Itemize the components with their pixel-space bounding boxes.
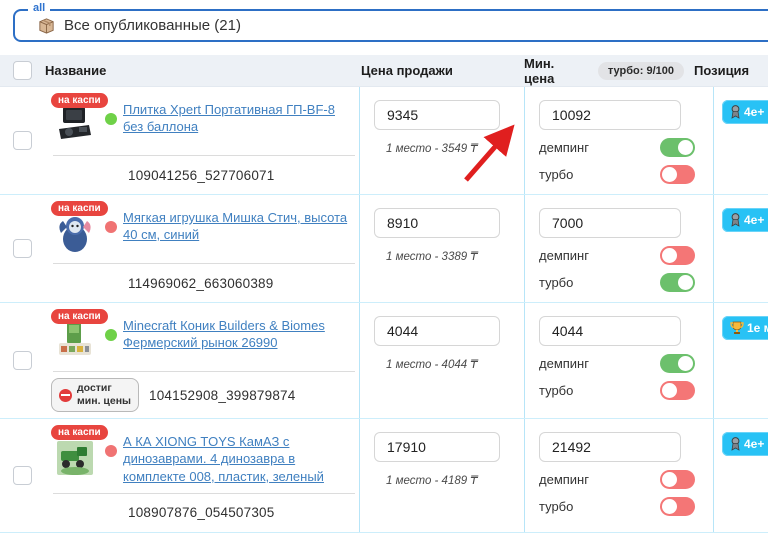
product-sku: 108907876_054507305: [128, 505, 275, 521]
availability-dot: [105, 221, 117, 233]
medal-icon: [731, 105, 740, 119]
damping-label: демпинг: [539, 140, 589, 155]
products-table: Название Цена продажи Мин. цена турбо: 9…: [0, 55, 768, 533]
sale-price-input[interactable]: [374, 316, 500, 346]
product-image: [59, 323, 91, 355]
turbo-label: турбо: [539, 383, 574, 398]
position-badge-label: 4е+ место: [744, 437, 768, 452]
medal-icon: [731, 213, 740, 227]
reached-line2: мин. цены: [77, 395, 132, 408]
table-row: на каспи Мягкая игрушка Мишка Стич, высо…: [0, 195, 768, 303]
sale-price-input[interactable]: [374, 432, 500, 463]
availability-dot: [105, 329, 117, 341]
filter-tag-label: all: [28, 2, 51, 14]
row-checkbox[interactable]: [13, 239, 32, 258]
product-link[interactable]: Плитка Xpert Портативная ГП-BF-8 без бал…: [123, 102, 335, 135]
first-place-price-hint: 1 место - 4044 ₸: [386, 359, 478, 371]
filter-selected-value: Все опубликованные (21): [64, 17, 241, 34]
row-checkbox[interactable]: [13, 465, 32, 485]
sale-price-input[interactable]: [374, 100, 500, 130]
damping-toggle[interactable]: [660, 138, 695, 157]
damping-label: демпинг: [539, 248, 589, 263]
min-price-input[interactable]: [539, 100, 681, 130]
turbo-quota-badge: турбо: 9/100: [597, 61, 684, 80]
product-link[interactable]: А КА XIONG TOYS КамАЗ с динозаврами. 4 д…: [123, 434, 324, 484]
position-badge: 1е место: [722, 316, 768, 340]
turbo-label: турбо: [539, 275, 574, 290]
on-kaspi-badge: на каспи: [51, 425, 108, 441]
product-image: [59, 107, 91, 139]
product-link[interactable]: Minecraft Коник Builders & Biomes Фермер…: [123, 318, 325, 351]
column-header-sale-price: Цена продажи: [361, 63, 453, 78]
position-badge: 4е+ место: [722, 100, 768, 124]
column-header-name: Название: [45, 63, 107, 78]
position-badge-label: 1е место: [747, 321, 768, 335]
availability-dot: [105, 113, 117, 125]
position-badge-label: 4е+ место: [744, 105, 768, 119]
damping-toggle[interactable]: [660, 354, 695, 373]
min-price-input[interactable]: [539, 316, 681, 346]
damping-label: демпинг: [539, 356, 589, 371]
turbo-toggle[interactable]: [660, 497, 695, 517]
table-header-row: Название Цена продажи Мин. цена турбо: 9…: [0, 55, 768, 87]
product-image: [57, 441, 93, 476]
on-kaspi-badge: на каспи: [51, 93, 108, 108]
column-header-min-price: Мин. цена турбо: 9/100: [511, 56, 684, 86]
damping-toggle[interactable]: [660, 246, 695, 265]
published-filter-select[interactable]: all Все опубликованные (21): [13, 2, 768, 42]
table-row: на каспи А КА XIONG TOYS КамАЗ с динозав…: [0, 419, 768, 533]
availability-dot: [105, 445, 117, 458]
product-link[interactable]: Мягкая игрушка Мишка Стич, высота 40 см,…: [123, 210, 348, 243]
turbo-label: турбо: [539, 499, 574, 515]
position-badge-label: 4е+ место: [744, 213, 768, 227]
product-sku: 114969062_663060389: [128, 275, 274, 291]
min-price-reached-badge: достиг мин. цены: [51, 378, 140, 413]
turbo-toggle[interactable]: [660, 165, 695, 184]
first-place-price-hint: 1 место - 3389 ₸: [386, 251, 478, 263]
select-all-checkbox[interactable]: [13, 61, 32, 80]
package-icon: [39, 18, 54, 34]
table-row: на каспи Minecraft Коник Builders & Biom…: [0, 303, 768, 420]
first-place-price-hint: 1 место - 4189 ₸: [386, 475, 478, 488]
position-badge: 4е+ место: [722, 432, 768, 457]
on-kaspi-badge: на каспи: [51, 309, 108, 324]
product-sku: 104152908_399879874: [149, 387, 296, 403]
min-price-input[interactable]: [539, 208, 681, 238]
column-header-position: Позиция: [694, 63, 750, 78]
turbo-label: турбо: [539, 167, 574, 182]
trophy-icon: [730, 321, 744, 334]
turbo-toggle[interactable]: [660, 273, 695, 292]
turbo-toggle[interactable]: [660, 381, 695, 400]
table-row: на каспи Плитка Xpert Портативная ГП-BF-…: [0, 87, 768, 195]
no-entry-icon: [59, 388, 72, 402]
first-place-price-hint: 1 место - 3549 ₸: [386, 143, 478, 155]
row-checkbox[interactable]: [13, 351, 32, 371]
min-price-header-label: Мин. цена: [524, 55, 555, 86]
position-badge: 4е+ место: [722, 208, 768, 232]
damping-label: демпинг: [539, 472, 589, 488]
product-image: [59, 217, 91, 252]
medal-icon: [731, 437, 740, 452]
reached-line1: достиг: [77, 382, 112, 394]
min-price-input[interactable]: [539, 432, 681, 463]
product-sku: 109041256_527706071: [128, 167, 275, 183]
damping-toggle[interactable]: [660, 470, 695, 490]
on-kaspi-badge: на каспи: [51, 201, 108, 216]
row-checkbox[interactable]: [13, 131, 32, 150]
sale-price-input[interactable]: [374, 208, 500, 238]
